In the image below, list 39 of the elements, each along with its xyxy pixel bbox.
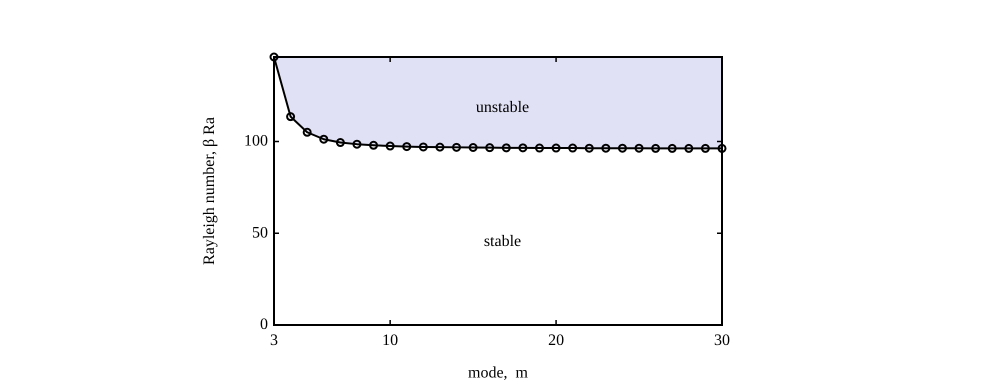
point — [534, 144, 544, 153]
point — [684, 144, 694, 153]
point — [402, 142, 412, 152]
point — [369, 140, 378, 150]
y-axis-title: Rayleigh number, β Ra — [200, 117, 218, 265]
x-tick-label: 10 — [382, 332, 398, 349]
x-tick-label: 20 — [548, 332, 564, 349]
point — [502, 143, 511, 152]
point — [584, 144, 594, 153]
point — [286, 112, 296, 122]
point — [718, 144, 726, 153]
x-tick-label: 3 — [270, 332, 278, 349]
annotation: stable — [484, 233, 522, 250]
annotation: unstable — [476, 99, 530, 116]
point — [435, 142, 444, 152]
point — [700, 144, 710, 153]
y-tick-label: 0 — [260, 316, 268, 334]
point — [634, 144, 644, 153]
x-tick-label: 30 — [714, 332, 730, 349]
point — [336, 138, 345, 148]
point — [319, 134, 328, 144]
point — [452, 142, 462, 152]
point — [270, 52, 278, 62]
point — [468, 142, 478, 152]
point — [568, 144, 578, 153]
point — [518, 143, 528, 152]
point — [651, 144, 660, 153]
y-tick-label: 50 — [252, 224, 268, 242]
point — [601, 144, 610, 153]
point — [418, 142, 428, 152]
point — [302, 128, 312, 137]
point — [618, 144, 627, 153]
x-axis-title: mode, m — [468, 364, 529, 382]
point — [352, 140, 362, 149]
point — [668, 144, 677, 153]
point — [552, 144, 561, 153]
y-tick-label: 100 — [244, 132, 268, 150]
point — [485, 143, 494, 152]
point — [386, 142, 395, 151]
